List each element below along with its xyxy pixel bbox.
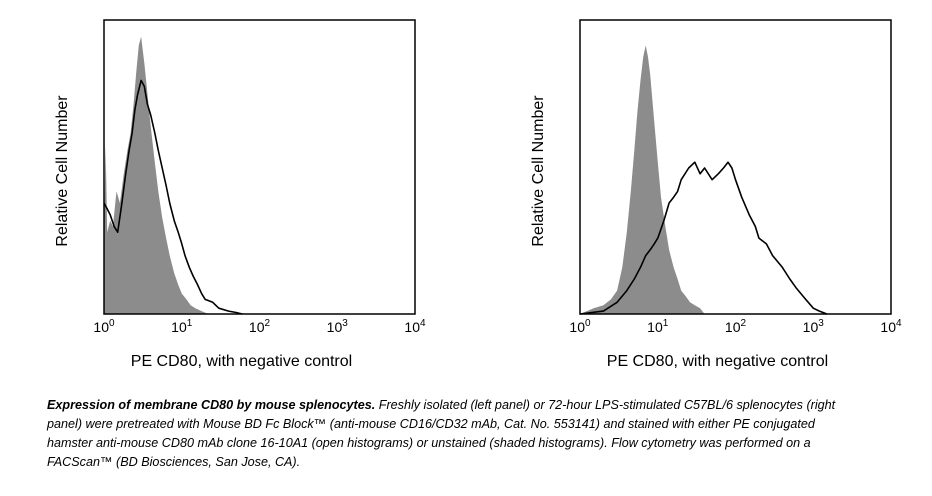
x-axis-label: PE CD80, with negative control xyxy=(607,353,828,370)
y-axis-label: Relative Cell Number xyxy=(530,95,547,247)
tick-exponent: 3 xyxy=(342,318,348,329)
plot-frame xyxy=(579,19,892,315)
x-tick-label: 103 xyxy=(803,318,825,335)
tick-base: 10 xyxy=(327,319,343,335)
tick-base: 10 xyxy=(725,319,741,335)
tick-base: 10 xyxy=(404,319,420,335)
x-tick-label: 100 xyxy=(569,318,591,335)
x-tick-label: 101 xyxy=(171,318,193,335)
tick-exponent: 0 xyxy=(109,318,115,329)
x-tick-label: 104 xyxy=(404,318,426,335)
x-tick-label: 102 xyxy=(249,318,271,335)
tick-base: 10 xyxy=(647,319,663,335)
shaded-histogram xyxy=(580,45,705,315)
tick-exponent: 4 xyxy=(896,318,902,329)
open-histogram xyxy=(103,79,243,315)
y-axis-label: Relative Cell Number xyxy=(54,95,71,247)
tick-exponent: 1 xyxy=(187,318,193,329)
x-tick-label: 101 xyxy=(647,318,669,335)
x-tick-label: 104 xyxy=(880,318,902,335)
x-tick-label: 102 xyxy=(725,318,747,335)
figure-caption: Expression of membrane CD80 by mouse spl… xyxy=(47,396,847,472)
tick-base: 10 xyxy=(880,319,896,335)
tick-base: 10 xyxy=(171,319,187,335)
tick-exponent: 1 xyxy=(663,318,669,329)
open-histogram xyxy=(579,161,828,315)
tick-exponent: 4 xyxy=(420,318,426,329)
tick-exponent: 2 xyxy=(265,318,271,329)
x-tick-label: 100 xyxy=(93,318,115,335)
caption-title: Expression of membrane CD80 by mouse spl… xyxy=(47,398,376,412)
plot-frame xyxy=(103,19,416,315)
tick-base: 10 xyxy=(803,319,819,335)
tick-base: 10 xyxy=(569,319,585,335)
x-axis-label: PE CD80, with negative control xyxy=(131,353,352,370)
tick-base: 10 xyxy=(249,319,265,335)
x-tick-label: 103 xyxy=(327,318,349,335)
tick-exponent: 3 xyxy=(818,318,824,329)
tick-base: 10 xyxy=(93,319,109,335)
tick-exponent: 0 xyxy=(585,318,591,329)
caption-text: Freshly isolated (left panel) or 72-hour… xyxy=(47,398,836,469)
tick-exponent: 2 xyxy=(741,318,747,329)
shaded-histogram xyxy=(104,36,209,314)
